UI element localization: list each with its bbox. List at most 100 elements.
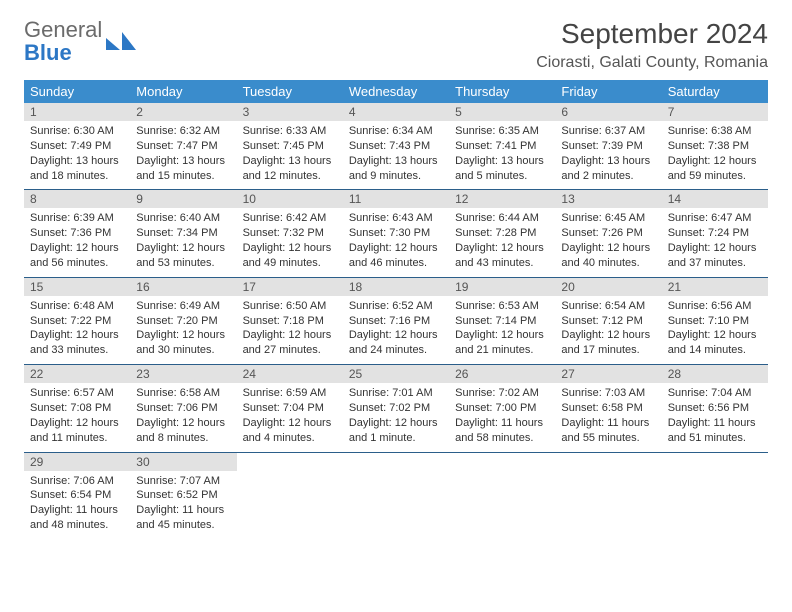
weekday-header-row: Sunday Monday Tuesday Wednesday Thursday… bbox=[24, 80, 768, 103]
day-details: Sunrise: 6:58 AMSunset: 7:06 PMDaylight:… bbox=[130, 383, 236, 451]
day-details: Sunrise: 6:34 AMSunset: 7:43 PMDaylight:… bbox=[343, 121, 449, 189]
day-number: 11 bbox=[343, 190, 449, 208]
logo-text: General Blue bbox=[24, 18, 102, 64]
day-number: 15 bbox=[24, 278, 130, 296]
day-number: 1 bbox=[24, 103, 130, 121]
calendar-cell: 11Sunrise: 6:43 AMSunset: 7:30 PMDayligh… bbox=[343, 190, 449, 277]
day-details: Sunrise: 6:35 AMSunset: 7:41 PMDaylight:… bbox=[449, 121, 555, 189]
calendar-cell: 8Sunrise: 6:39 AMSunset: 7:36 PMDaylight… bbox=[24, 190, 130, 277]
calendar-row: 22Sunrise: 6:57 AMSunset: 7:08 PMDayligh… bbox=[24, 365, 768, 452]
day-number: 14 bbox=[662, 190, 768, 208]
day-details: Sunrise: 6:32 AMSunset: 7:47 PMDaylight:… bbox=[130, 121, 236, 189]
day-number: 25 bbox=[343, 365, 449, 383]
day-number: 18 bbox=[343, 278, 449, 296]
day-details: Sunrise: 7:03 AMSunset: 6:58 PMDaylight:… bbox=[555, 383, 661, 451]
calendar-cell: 29Sunrise: 7:06 AMSunset: 6:54 PMDayligh… bbox=[24, 452, 130, 539]
calendar-cell: 13Sunrise: 6:45 AMSunset: 7:26 PMDayligh… bbox=[555, 190, 661, 277]
day-number: 4 bbox=[343, 103, 449, 121]
calendar-cell bbox=[662, 452, 768, 539]
calendar-cell: 17Sunrise: 6:50 AMSunset: 7:18 PMDayligh… bbox=[237, 277, 343, 364]
calendar-cell: 10Sunrise: 6:42 AMSunset: 7:32 PMDayligh… bbox=[237, 190, 343, 277]
day-details: Sunrise: 6:49 AMSunset: 7:20 PMDaylight:… bbox=[130, 296, 236, 364]
day-details: Sunrise: 6:48 AMSunset: 7:22 PMDaylight:… bbox=[24, 296, 130, 364]
calendar-cell: 14Sunrise: 6:47 AMSunset: 7:24 PMDayligh… bbox=[662, 190, 768, 277]
calendar-cell: 3Sunrise: 6:33 AMSunset: 7:45 PMDaylight… bbox=[237, 103, 343, 190]
day-number: 20 bbox=[555, 278, 661, 296]
weekday-header: Sunday bbox=[24, 80, 130, 103]
day-number: 17 bbox=[237, 278, 343, 296]
day-number: 6 bbox=[555, 103, 661, 121]
calendar-cell: 23Sunrise: 6:58 AMSunset: 7:06 PMDayligh… bbox=[130, 365, 236, 452]
day-details: Sunrise: 6:54 AMSunset: 7:12 PMDaylight:… bbox=[555, 296, 661, 364]
day-details: Sunrise: 6:39 AMSunset: 7:36 PMDaylight:… bbox=[24, 208, 130, 276]
day-details: Sunrise: 6:57 AMSunset: 7:08 PMDaylight:… bbox=[24, 383, 130, 451]
day-number: 10 bbox=[237, 190, 343, 208]
day-details: Sunrise: 6:40 AMSunset: 7:34 PMDaylight:… bbox=[130, 208, 236, 276]
calendar-cell bbox=[343, 452, 449, 539]
day-number: 21 bbox=[662, 278, 768, 296]
day-details: Sunrise: 6:37 AMSunset: 7:39 PMDaylight:… bbox=[555, 121, 661, 189]
day-details: Sunrise: 6:59 AMSunset: 7:04 PMDaylight:… bbox=[237, 383, 343, 451]
day-number: 16 bbox=[130, 278, 236, 296]
day-details: Sunrise: 7:07 AMSunset: 6:52 PMDaylight:… bbox=[130, 471, 236, 539]
page-title: September 2024 bbox=[536, 18, 768, 50]
logo: General Blue bbox=[24, 18, 136, 64]
calendar-cell: 19Sunrise: 6:53 AMSunset: 7:14 PMDayligh… bbox=[449, 277, 555, 364]
calendar-cell: 18Sunrise: 6:52 AMSunset: 7:16 PMDayligh… bbox=[343, 277, 449, 364]
day-details: Sunrise: 6:56 AMSunset: 7:10 PMDaylight:… bbox=[662, 296, 768, 364]
day-number: 12 bbox=[449, 190, 555, 208]
header: General Blue September 2024 Ciorasti, Ga… bbox=[24, 18, 768, 72]
calendar-row: 8Sunrise: 6:39 AMSunset: 7:36 PMDaylight… bbox=[24, 190, 768, 277]
calendar-cell: 12Sunrise: 6:44 AMSunset: 7:28 PMDayligh… bbox=[449, 190, 555, 277]
day-number: 30 bbox=[130, 453, 236, 471]
calendar-row: 1Sunrise: 6:30 AMSunset: 7:49 PMDaylight… bbox=[24, 103, 768, 190]
day-details: Sunrise: 7:02 AMSunset: 7:00 PMDaylight:… bbox=[449, 383, 555, 451]
day-number: 13 bbox=[555, 190, 661, 208]
day-number: 19 bbox=[449, 278, 555, 296]
weekday-header: Friday bbox=[555, 80, 661, 103]
day-number: 5 bbox=[449, 103, 555, 121]
calendar-row: 15Sunrise: 6:48 AMSunset: 7:22 PMDayligh… bbox=[24, 277, 768, 364]
day-details: Sunrise: 6:53 AMSunset: 7:14 PMDaylight:… bbox=[449, 296, 555, 364]
calendar-cell: 6Sunrise: 6:37 AMSunset: 7:39 PMDaylight… bbox=[555, 103, 661, 190]
day-number: 9 bbox=[130, 190, 236, 208]
calendar-cell: 21Sunrise: 6:56 AMSunset: 7:10 PMDayligh… bbox=[662, 277, 768, 364]
day-number: 28 bbox=[662, 365, 768, 383]
day-details: Sunrise: 6:52 AMSunset: 7:16 PMDaylight:… bbox=[343, 296, 449, 364]
day-details: Sunrise: 6:45 AMSunset: 7:26 PMDaylight:… bbox=[555, 208, 661, 276]
calendar-cell: 7Sunrise: 6:38 AMSunset: 7:38 PMDaylight… bbox=[662, 103, 768, 190]
weekday-header: Saturday bbox=[662, 80, 768, 103]
day-details: Sunrise: 6:42 AMSunset: 7:32 PMDaylight:… bbox=[237, 208, 343, 276]
logo-word-2: Blue bbox=[24, 40, 72, 65]
calendar-cell: 26Sunrise: 7:02 AMSunset: 7:00 PMDayligh… bbox=[449, 365, 555, 452]
day-details: Sunrise: 6:30 AMSunset: 7:49 PMDaylight:… bbox=[24, 121, 130, 189]
calendar-cell: 4Sunrise: 6:34 AMSunset: 7:43 PMDaylight… bbox=[343, 103, 449, 190]
calendar-cell: 15Sunrise: 6:48 AMSunset: 7:22 PMDayligh… bbox=[24, 277, 130, 364]
weekday-header: Tuesday bbox=[237, 80, 343, 103]
day-details: Sunrise: 6:38 AMSunset: 7:38 PMDaylight:… bbox=[662, 121, 768, 189]
calendar-cell: 25Sunrise: 7:01 AMSunset: 7:02 PMDayligh… bbox=[343, 365, 449, 452]
day-details: Sunrise: 6:44 AMSunset: 7:28 PMDaylight:… bbox=[449, 208, 555, 276]
day-number: 23 bbox=[130, 365, 236, 383]
calendar-table: Sunday Monday Tuesday Wednesday Thursday… bbox=[24, 80, 768, 539]
day-details: Sunrise: 6:50 AMSunset: 7:18 PMDaylight:… bbox=[237, 296, 343, 364]
calendar-cell: 20Sunrise: 6:54 AMSunset: 7:12 PMDayligh… bbox=[555, 277, 661, 364]
weekday-header: Thursday bbox=[449, 80, 555, 103]
calendar-cell: 22Sunrise: 6:57 AMSunset: 7:08 PMDayligh… bbox=[24, 365, 130, 452]
day-details: Sunrise: 7:01 AMSunset: 7:02 PMDaylight:… bbox=[343, 383, 449, 451]
day-number: 2 bbox=[130, 103, 236, 121]
calendar-cell: 28Sunrise: 7:04 AMSunset: 6:56 PMDayligh… bbox=[662, 365, 768, 452]
logo-word-1: General bbox=[24, 17, 102, 42]
day-details: Sunrise: 6:47 AMSunset: 7:24 PMDaylight:… bbox=[662, 208, 768, 276]
day-number: 8 bbox=[24, 190, 130, 208]
title-block: September 2024 Ciorasti, Galati County, … bbox=[536, 18, 768, 72]
day-number: 22 bbox=[24, 365, 130, 383]
calendar-cell: 1Sunrise: 6:30 AMSunset: 7:49 PMDaylight… bbox=[24, 103, 130, 190]
day-number: 7 bbox=[662, 103, 768, 121]
logo-mark-icon bbox=[106, 28, 136, 54]
day-number: 24 bbox=[237, 365, 343, 383]
calendar-cell: 24Sunrise: 6:59 AMSunset: 7:04 PMDayligh… bbox=[237, 365, 343, 452]
calendar-cell: 30Sunrise: 7:07 AMSunset: 6:52 PMDayligh… bbox=[130, 452, 236, 539]
calendar-cell: 9Sunrise: 6:40 AMSunset: 7:34 PMDaylight… bbox=[130, 190, 236, 277]
calendar-cell: 5Sunrise: 6:35 AMSunset: 7:41 PMDaylight… bbox=[449, 103, 555, 190]
